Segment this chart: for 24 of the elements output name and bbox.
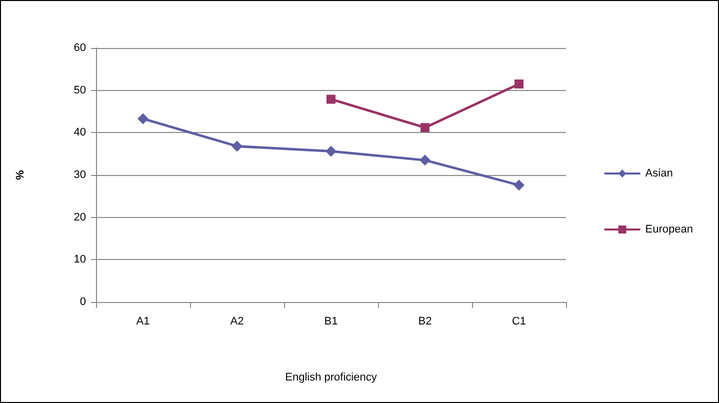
point bbox=[232, 140, 242, 152]
y-tick-label: 30 bbox=[74, 169, 86, 181]
y-tick-label: 60 bbox=[74, 42, 86, 54]
x-tick-label: A1 bbox=[136, 316, 150, 328]
legend-label: Asian bbox=[645, 168, 673, 180]
point bbox=[138, 113, 148, 124]
y-axis-title: % bbox=[14, 170, 26, 180]
point bbox=[420, 123, 430, 132]
y-tick-label: 50 bbox=[74, 84, 86, 96]
y-tick-label: 40 bbox=[74, 126, 86, 139]
y-tick-label: 20 bbox=[74, 211, 86, 224]
y-tick-label: 0 bbox=[80, 296, 86, 308]
point bbox=[326, 94, 336, 104]
x-tick-label: B2 bbox=[418, 316, 432, 328]
point bbox=[514, 79, 524, 88]
y-tick-label: 10 bbox=[74, 254, 86, 266]
point bbox=[420, 154, 430, 166]
x-tick-label: A2 bbox=[230, 316, 244, 328]
x-tick-label: C1 bbox=[512, 316, 526, 328]
legend-label: European bbox=[645, 224, 694, 236]
x-tick-label: B1 bbox=[324, 316, 338, 328]
point bbox=[326, 146, 336, 157]
point bbox=[514, 180, 524, 191]
x-axis-title: English proficiency bbox=[285, 372, 378, 384]
